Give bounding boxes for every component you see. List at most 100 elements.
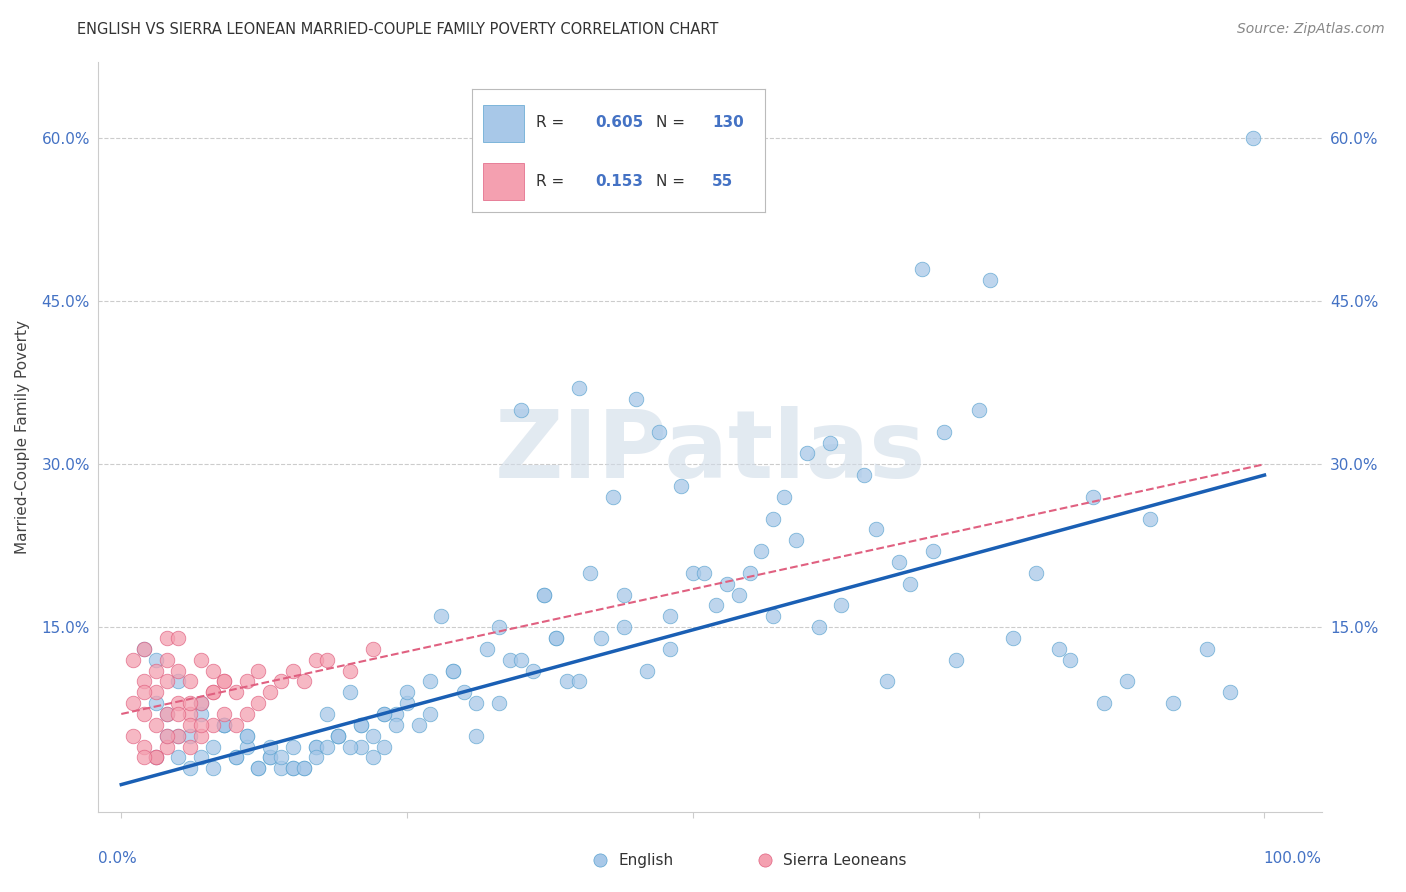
Point bbox=[179, 718, 201, 732]
Point bbox=[1094, 696, 1116, 710]
Point bbox=[910, 261, 932, 276]
Point bbox=[328, 729, 350, 743]
Text: ENGLISH VS SIERRA LEONEAN MARRIED-COUPLE FAMILY POVERTY CORRELATION CHART: ENGLISH VS SIERRA LEONEAN MARRIED-COUPLE… bbox=[77, 22, 718, 37]
Point bbox=[145, 750, 167, 764]
Text: ZIPatlas: ZIPatlas bbox=[495, 406, 925, 498]
Point bbox=[167, 664, 190, 678]
Point bbox=[281, 761, 304, 775]
Point bbox=[134, 641, 156, 656]
Point bbox=[179, 696, 201, 710]
Point bbox=[156, 653, 179, 667]
Point bbox=[361, 641, 384, 656]
Point bbox=[419, 674, 441, 689]
Point bbox=[270, 761, 292, 775]
Point bbox=[716, 576, 738, 591]
Point bbox=[979, 272, 1001, 286]
Point bbox=[853, 468, 876, 483]
Point bbox=[156, 631, 179, 645]
Point bbox=[259, 739, 281, 754]
Point bbox=[488, 620, 510, 634]
Point bbox=[145, 685, 167, 699]
Point bbox=[167, 696, 190, 710]
Point bbox=[212, 674, 235, 689]
Point bbox=[134, 739, 156, 754]
Point bbox=[247, 761, 270, 775]
Point bbox=[384, 718, 406, 732]
Point bbox=[659, 609, 682, 624]
Point bbox=[533, 588, 555, 602]
Point bbox=[738, 566, 761, 580]
Point bbox=[156, 674, 179, 689]
Point bbox=[134, 641, 156, 656]
Text: Source: ZipAtlas.com: Source: ZipAtlas.com bbox=[1237, 22, 1385, 37]
Point bbox=[259, 750, 281, 764]
Point bbox=[441, 664, 464, 678]
Point bbox=[475, 641, 498, 656]
Point bbox=[247, 696, 270, 710]
Point bbox=[453, 685, 475, 699]
Point bbox=[225, 750, 247, 764]
Point bbox=[384, 706, 406, 721]
Point bbox=[156, 706, 179, 721]
Point bbox=[350, 739, 373, 754]
Point bbox=[647, 425, 669, 439]
Point bbox=[281, 739, 304, 754]
Point bbox=[704, 599, 727, 613]
Point bbox=[190, 718, 212, 732]
Point bbox=[396, 685, 419, 699]
Point bbox=[179, 729, 201, 743]
Point bbox=[121, 653, 143, 667]
Point bbox=[190, 653, 212, 667]
Point bbox=[1059, 653, 1081, 667]
Point bbox=[304, 653, 326, 667]
Point bbox=[408, 718, 430, 732]
Point bbox=[339, 685, 361, 699]
Point bbox=[304, 750, 326, 764]
Point bbox=[179, 674, 201, 689]
Point bbox=[156, 729, 179, 743]
Point bbox=[1025, 566, 1047, 580]
Point bbox=[591, 631, 613, 645]
Point bbox=[134, 685, 156, 699]
Point bbox=[602, 490, 624, 504]
Point bbox=[499, 653, 522, 667]
Point bbox=[361, 750, 384, 764]
Text: English: English bbox=[619, 853, 673, 868]
Point bbox=[212, 718, 235, 732]
Point bbox=[727, 588, 749, 602]
Point bbox=[1219, 685, 1241, 699]
Point bbox=[316, 706, 339, 721]
Point bbox=[201, 664, 224, 678]
Point bbox=[212, 674, 235, 689]
Point bbox=[225, 718, 247, 732]
Point bbox=[145, 750, 167, 764]
Point bbox=[190, 696, 212, 710]
Point bbox=[167, 750, 190, 764]
Point bbox=[292, 674, 315, 689]
Point bbox=[419, 706, 441, 721]
Point bbox=[1047, 641, 1070, 656]
Point bbox=[441, 664, 464, 678]
Point bbox=[1197, 641, 1219, 656]
Point bbox=[773, 490, 796, 504]
Point bbox=[225, 685, 247, 699]
Point bbox=[579, 854, 602, 868]
Point bbox=[134, 750, 156, 764]
Point bbox=[796, 446, 818, 460]
Point bbox=[510, 653, 533, 667]
Point bbox=[488, 696, 510, 710]
Point bbox=[236, 729, 259, 743]
Point bbox=[316, 739, 339, 754]
Point bbox=[236, 706, 259, 721]
Point bbox=[693, 566, 716, 580]
Point bbox=[179, 761, 201, 775]
Point bbox=[339, 739, 361, 754]
Point bbox=[1139, 511, 1161, 525]
Point bbox=[613, 620, 636, 634]
Point bbox=[1116, 674, 1139, 689]
Point bbox=[145, 718, 167, 732]
Point bbox=[544, 631, 567, 645]
Point bbox=[134, 674, 156, 689]
Point bbox=[818, 435, 841, 450]
Point bbox=[934, 425, 956, 439]
